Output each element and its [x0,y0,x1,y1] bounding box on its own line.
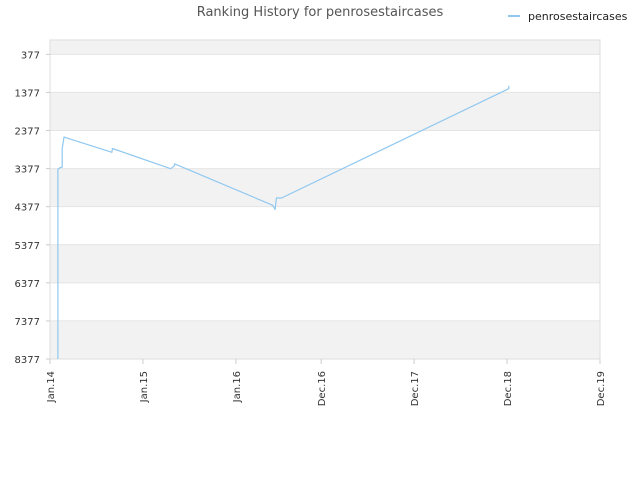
chart-title: Ranking History for penrosestaircases [197,5,444,20]
x-tick-label: Jan.15 [139,371,150,403]
x-tick-label: Jan.16 [232,371,243,403]
y-axis-ticks: 377 1377 2377 3377 4377 5377 6377 7377 8377 [15,50,50,366]
plot-band [50,54,600,93]
y-tick-label: 1377 [15,88,40,99]
y-tick-label: 5377 [15,241,40,252]
y-tick-label: 2377 [15,127,40,138]
plot-bands [50,40,600,359]
plot-band [50,40,600,55]
x-tick-label: Dec.19 [596,371,607,406]
x-tick-label: Jan.14 [46,371,57,403]
plot-band [50,244,600,283]
legend-label: penrosestaircases [528,10,628,23]
series-layer [57,85,510,359]
y-tick-label: 8377 [15,355,40,366]
plot-band [50,320,600,359]
legend: penrosestaircases [508,10,628,23]
x-tick-label: Dec.16 [317,371,328,406]
series-line [57,85,510,359]
plot-border [49,39,601,360]
x-tick-label: Dec.17 [410,371,421,406]
y-tick-label: 4377 [15,203,40,214]
x-tick-label: Dec.18 [503,371,514,406]
plot-band [50,168,600,207]
x-axis-ticks: Jan.14 Jan.15 Jan.16 Dec.16 Dec.17 Dec.18 Dec.… [46,359,607,406]
plot-band [50,130,600,169]
y-tick-label: 3377 [15,165,40,176]
y-tick-label: 377 [21,50,40,61]
plot-band [50,282,600,321]
plot-band [50,206,600,245]
y-tick-label: 6377 [15,279,40,290]
y-tick-label: 7377 [15,317,40,328]
plot-band [50,92,600,131]
